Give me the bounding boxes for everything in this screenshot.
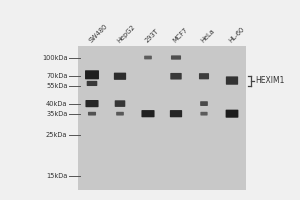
Text: 55kDa: 55kDa: [46, 83, 68, 89]
FancyBboxPatch shape: [85, 70, 99, 79]
FancyBboxPatch shape: [141, 110, 154, 117]
Text: 15kDa: 15kDa: [46, 173, 68, 179]
FancyBboxPatch shape: [199, 73, 209, 79]
FancyBboxPatch shape: [171, 55, 181, 60]
FancyBboxPatch shape: [226, 110, 238, 118]
FancyBboxPatch shape: [226, 76, 238, 85]
Text: 40kDa: 40kDa: [46, 101, 68, 107]
Text: HepG2: HepG2: [116, 24, 136, 44]
FancyBboxPatch shape: [170, 73, 182, 80]
FancyBboxPatch shape: [144, 56, 152, 59]
Text: HeLa: HeLa: [200, 28, 216, 44]
FancyBboxPatch shape: [200, 112, 208, 116]
FancyBboxPatch shape: [170, 110, 182, 117]
Text: 100kDa: 100kDa: [42, 55, 68, 61]
Text: HL-60: HL-60: [228, 26, 246, 44]
Text: 293T: 293T: [144, 28, 160, 44]
Text: 70kDa: 70kDa: [46, 73, 68, 79]
FancyBboxPatch shape: [88, 112, 96, 116]
Text: MCF7: MCF7: [172, 27, 189, 44]
Text: HEXIM1: HEXIM1: [255, 76, 285, 85]
Text: SW480: SW480: [88, 23, 109, 44]
FancyBboxPatch shape: [115, 100, 125, 107]
FancyBboxPatch shape: [87, 81, 97, 86]
FancyBboxPatch shape: [200, 101, 208, 106]
Text: 25kDa: 25kDa: [46, 132, 68, 138]
FancyBboxPatch shape: [116, 112, 124, 116]
FancyBboxPatch shape: [85, 100, 99, 107]
FancyBboxPatch shape: [114, 73, 126, 80]
Text: 35kDa: 35kDa: [46, 111, 68, 117]
